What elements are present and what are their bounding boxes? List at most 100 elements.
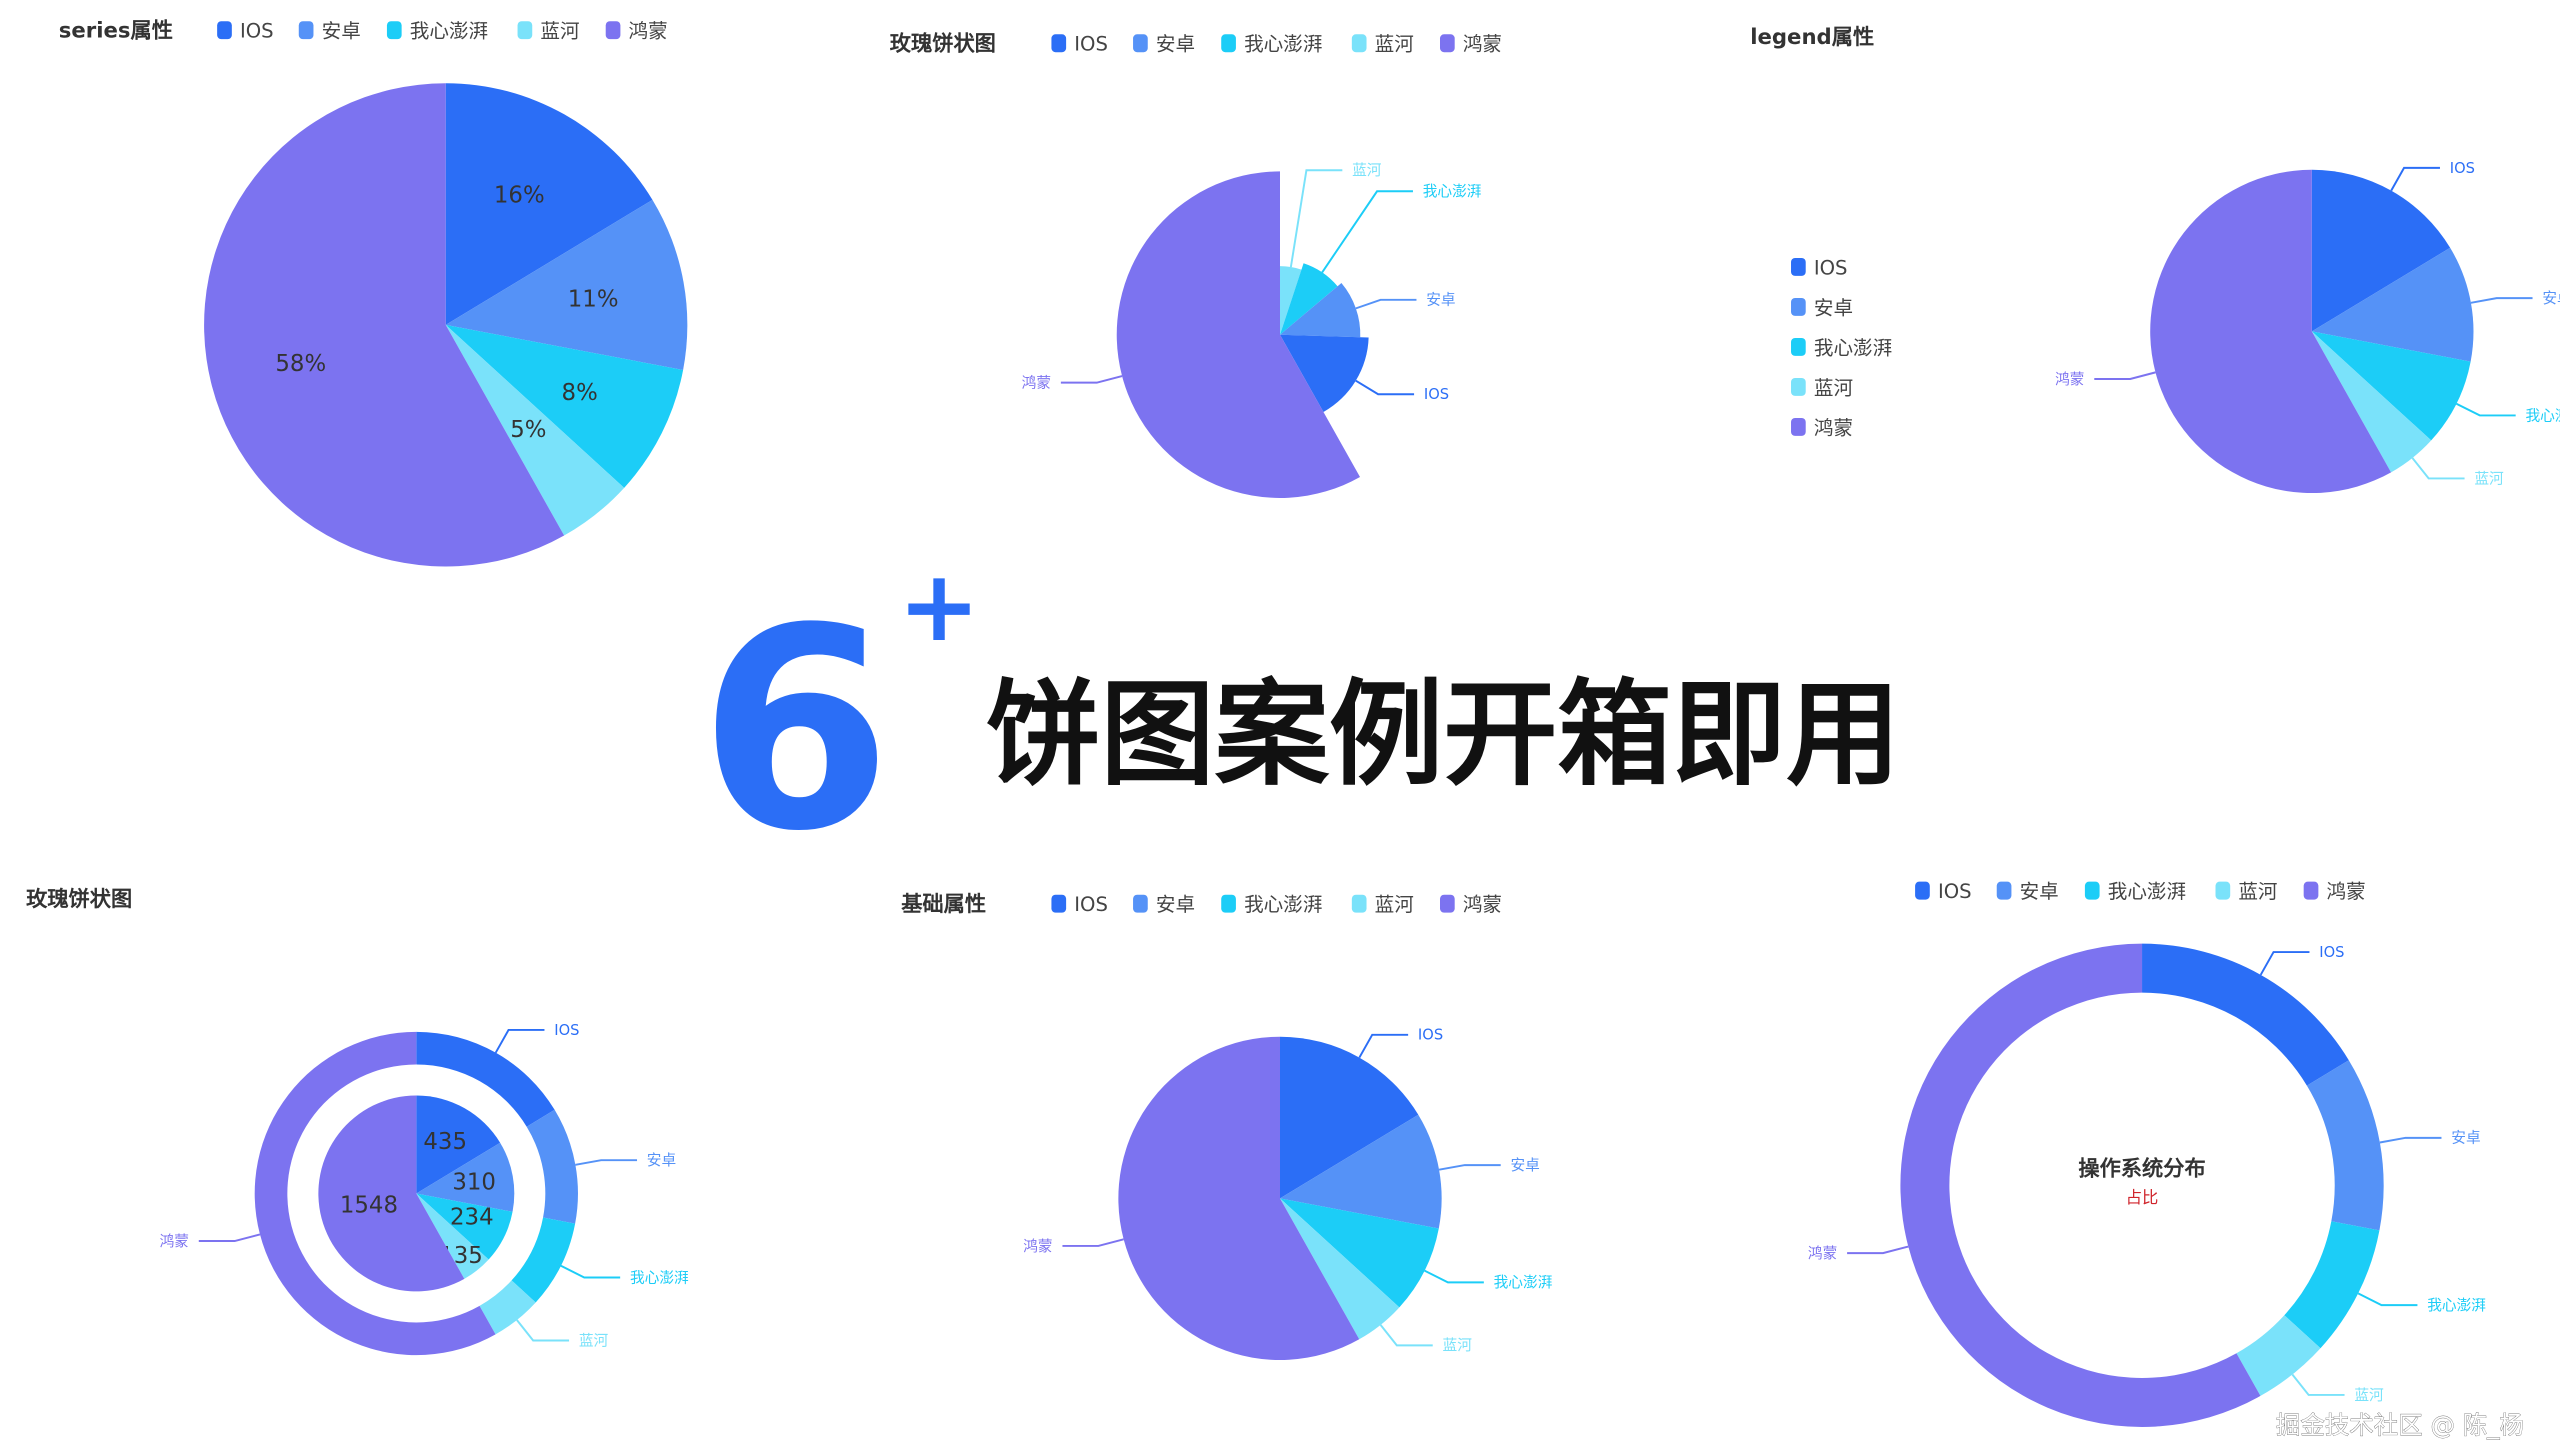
legend-item-3[interactable]: 蓝河 — [1791, 376, 1853, 399]
legend-label: IOS — [1074, 33, 1108, 56]
legend-label: 安卓 — [1814, 296, 1853, 319]
label-leader-line — [198, 1233, 261, 1243]
slice-label: 蓝河 — [2354, 1387, 2384, 1404]
label-leader-line — [2379, 1136, 2442, 1144]
legend-swatch-icon — [1791, 257, 1806, 276]
value-label: 310 — [452, 1170, 496, 1196]
legend-item-1[interactable]: 安卓 — [298, 20, 361, 43]
legend-item-2[interactable]: 我心澎湃 — [386, 20, 488, 43]
legend-label: 我心澎湃 — [1244, 893, 1322, 916]
legend-label: 我心澎湃 — [1814, 336, 1892, 359]
legend-item-3[interactable]: 蓝河 — [1351, 33, 1414, 56]
label-leader-line — [2357, 1292, 2418, 1307]
legend-label: 安卓 — [1156, 893, 1195, 916]
legend-swatch-icon — [605, 21, 621, 40]
pie-slice — [445, 324, 625, 536]
slice-label: 我心澎湃 — [2427, 1297, 2486, 1314]
label-leader-line — [1355, 298, 1417, 310]
slice-label: IOS — [554, 1022, 579, 1039]
ring-slice-outer — [511, 1217, 576, 1303]
legend-item-4[interactable]: 鸿蒙 — [1440, 33, 1502, 56]
pie-slice — [1280, 334, 1369, 412]
pie-slice — [1280, 1198, 1439, 1308]
legend-label: 鸿蒙 — [2327, 880, 2366, 903]
legend-swatch-icon — [1791, 377, 1806, 396]
value-label: 435 — [423, 1129, 467, 1155]
percent-label: 5% — [510, 417, 546, 443]
legend-item-0[interactable]: IOS — [1051, 893, 1108, 916]
legend-item-1[interactable]: 安卓 — [1133, 893, 1195, 916]
legend-item-2[interactable]: 我心澎湃 — [1221, 33, 1322, 56]
label-leader-line — [560, 1264, 621, 1279]
slice-label: 鸿蒙 — [160, 1233, 189, 1250]
chart-title: legend属性 — [1750, 25, 1874, 50]
pie-slice — [2311, 331, 2432, 473]
pie-slice — [2150, 169, 2392, 494]
legend-item-0[interactable]: IOS — [217, 20, 274, 43]
legend-label: 安卓 — [1156, 33, 1195, 56]
pie-slice — [2284, 1221, 2380, 1349]
pie-slice — [445, 199, 688, 370]
legend-item-3[interactable]: 蓝河 — [1351, 893, 1414, 916]
legend-label: IOS — [240, 20, 274, 43]
legend-swatch-icon — [517, 21, 533, 40]
legend-item-0[interactable]: IOS — [1791, 256, 1848, 279]
pie-slice — [1280, 263, 1338, 335]
pie-slice — [1280, 1036, 1419, 1199]
legend-item-4[interactable]: 鸿蒙 — [1791, 416, 1853, 439]
legend-item-1[interactable]: 安卓 — [1791, 296, 1853, 319]
slice-label: 安卓 — [1426, 292, 1455, 309]
legend-label: 鸿蒙 — [1463, 33, 1502, 56]
label-leader-line — [2411, 457, 2465, 480]
legend-swatch-icon — [298, 21, 314, 40]
legend-item-1[interactable]: 安卓 — [1996, 880, 2059, 903]
legend-swatch-icon — [2215, 881, 2231, 900]
legend-item-2[interactable]: 我心澎湃 — [1221, 893, 1322, 916]
pie-slice — [2311, 331, 2471, 441]
slice-label: 安卓 — [2542, 290, 2560, 307]
legend-item-1[interactable]: 安卓 — [1133, 33, 1195, 56]
label-leader-line — [516, 1319, 570, 1342]
label-leader-line — [575, 1159, 638, 1166]
slice-label: 安卓 — [647, 1152, 676, 1169]
legend: IOS 安卓 我心澎湃 蓝河 鸿蒙 — [1915, 880, 2366, 903]
legend-label: 蓝河 — [1375, 893, 1414, 916]
legend-item-4[interactable]: 鸿蒙 — [1440, 893, 1502, 916]
slice-label: IOS — [2450, 160, 2475, 177]
pie-slice — [2311, 247, 2474, 362]
legend-label: 鸿蒙 — [629, 20, 668, 43]
legend-swatch-icon — [2303, 881, 2319, 900]
legend-label: 蓝河 — [2238, 880, 2277, 903]
legend-item-3[interactable]: 蓝河 — [517, 20, 580, 43]
slice-label: 鸿蒙 — [1022, 375, 1051, 392]
pie-slice — [1118, 1036, 1360, 1360]
legend-swatch-icon — [1133, 894, 1148, 913]
slice-label: 蓝河 — [579, 1332, 609, 1349]
legend-item-0[interactable]: IOS — [1051, 33, 1108, 56]
legend-item-4[interactable]: 鸿蒙 — [605, 20, 668, 43]
chart-title: 玫瑰饼状图 — [26, 886, 132, 912]
label-leader-line — [2259, 951, 2310, 976]
legend-item-2[interactable]: 我心澎湃 — [1791, 336, 1892, 359]
legend-item-4[interactable]: 鸿蒙 — [2303, 880, 2366, 903]
label-leader-line — [2470, 297, 2533, 304]
headline-text: 饼图案例开箱即用 — [986, 668, 1900, 801]
pie-slice-inner — [416, 1193, 513, 1260]
value-label: 1548 — [340, 1192, 398, 1218]
legend-item-0[interactable]: IOS — [1915, 880, 1972, 903]
legend-label: 鸿蒙 — [1814, 416, 1853, 439]
pie-slice — [445, 83, 653, 325]
pie-slice — [1280, 1114, 1442, 1229]
legend-item-2[interactable]: 我心澎湃 — [2084, 880, 2186, 903]
legend-swatch-icon — [1915, 881, 1930, 900]
label-leader-line — [2455, 402, 2516, 417]
label-leader-line — [1438, 1164, 1501, 1171]
ring-slice-outer — [416, 1031, 555, 1127]
pie-slice — [2142, 943, 2349, 1086]
legend-swatch-icon — [1791, 337, 1806, 356]
legend-label: 安卓 — [2020, 880, 2059, 903]
legend-item-3[interactable]: 蓝河 — [2215, 880, 2278, 903]
pie-slice — [445, 324, 684, 488]
